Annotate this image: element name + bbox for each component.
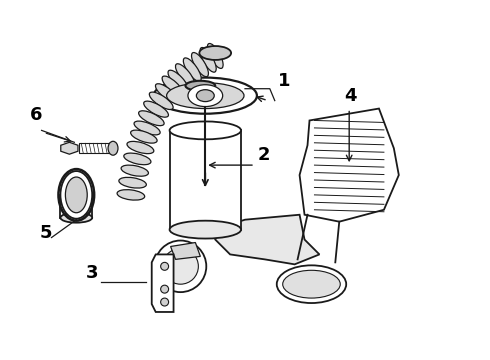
Polygon shape: [152, 255, 173, 312]
Ellipse shape: [170, 221, 241, 239]
Ellipse shape: [119, 177, 147, 188]
Text: 6: 6: [30, 107, 42, 125]
Polygon shape: [299, 109, 399, 222]
Ellipse shape: [168, 70, 188, 91]
Ellipse shape: [196, 90, 214, 102]
Ellipse shape: [154, 78, 257, 114]
Ellipse shape: [124, 153, 151, 165]
Ellipse shape: [207, 44, 223, 68]
Ellipse shape: [188, 85, 222, 107]
Ellipse shape: [163, 248, 198, 284]
Ellipse shape: [162, 76, 184, 96]
Ellipse shape: [192, 53, 208, 77]
Polygon shape: [171, 243, 200, 260]
Ellipse shape: [183, 58, 201, 81]
Ellipse shape: [199, 46, 231, 60]
Ellipse shape: [283, 270, 340, 298]
Circle shape: [161, 285, 169, 293]
Ellipse shape: [277, 265, 346, 303]
Circle shape: [161, 298, 169, 306]
Ellipse shape: [155, 84, 178, 103]
Text: 5: 5: [40, 224, 52, 242]
Polygon shape: [61, 142, 78, 154]
Ellipse shape: [134, 121, 160, 135]
Ellipse shape: [131, 130, 157, 143]
Bar: [170, 130, 241, 230]
Ellipse shape: [127, 141, 154, 154]
Ellipse shape: [117, 190, 145, 200]
Ellipse shape: [185, 81, 215, 91]
Ellipse shape: [200, 48, 216, 72]
Text: 4: 4: [344, 87, 357, 105]
Ellipse shape: [170, 121, 241, 139]
Circle shape: [161, 262, 169, 270]
Ellipse shape: [65, 177, 87, 213]
Ellipse shape: [139, 111, 164, 126]
Ellipse shape: [144, 101, 169, 117]
Text: 1: 1: [278, 72, 290, 90]
Bar: [79, 143, 111, 153]
Ellipse shape: [108, 141, 118, 155]
Ellipse shape: [121, 165, 148, 176]
Ellipse shape: [60, 171, 92, 219]
Ellipse shape: [167, 83, 244, 109]
Ellipse shape: [149, 92, 173, 109]
Ellipse shape: [175, 64, 195, 86]
Ellipse shape: [155, 240, 206, 292]
Text: 2: 2: [258, 146, 270, 164]
Polygon shape: [215, 215, 319, 264]
Text: 3: 3: [86, 264, 98, 282]
Ellipse shape: [60, 213, 92, 223]
